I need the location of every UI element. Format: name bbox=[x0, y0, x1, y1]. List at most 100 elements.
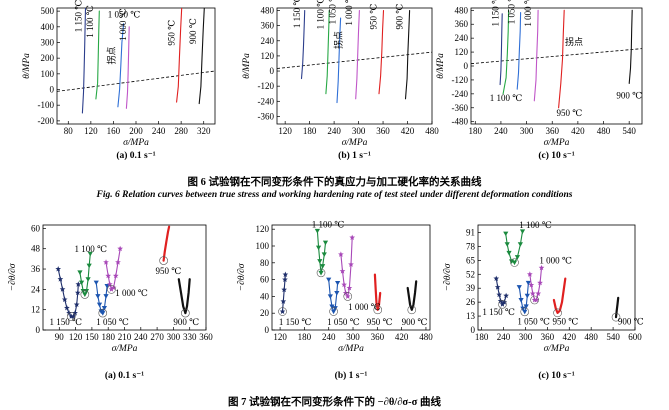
x-tick-label: 360 bbox=[376, 126, 390, 136]
x-tick-label: 300 bbox=[167, 332, 181, 342]
plot-frame bbox=[477, 224, 636, 331]
temperature-label: 1 050 ℃ bbox=[327, 0, 337, 24]
series-1050C-point bbox=[95, 294, 101, 299]
x-tick-label: 180 bbox=[303, 126, 317, 136]
series-1050C-point bbox=[96, 302, 103, 308]
temperature-label: 1 000 ℃ bbox=[115, 288, 148, 298]
series-1100C-point bbox=[322, 240, 329, 246]
series-900C-minimum-marker bbox=[181, 308, 190, 318]
temperature-label: 1 100 ℃ bbox=[490, 93, 523, 103]
y-axis-label: −∂θ/∂σ bbox=[237, 263, 247, 291]
series-1100C-minimum-marker bbox=[316, 268, 326, 278]
series-1100C-line bbox=[502, 9, 510, 95]
series-1100C-point bbox=[85, 277, 91, 282]
y-tick-label: 300 bbox=[41, 37, 55, 47]
y-tick-label: 500 bbox=[41, 6, 55, 16]
series-950C-line bbox=[378, 9, 385, 95]
y-tick-label: 0 bbox=[36, 325, 41, 335]
series-1100C-point bbox=[317, 259, 323, 264]
temperature-label: 950 ℃ bbox=[552, 317, 578, 327]
series-1100C-point bbox=[315, 245, 322, 251]
y-tick-label: 100 bbox=[256, 241, 270, 251]
series-1100C-point bbox=[503, 231, 509, 237]
x-tick-label: 320 bbox=[197, 126, 211, 136]
figure6-caption-en: Fig. 6 Relation curves between true stre… bbox=[96, 190, 573, 200]
y-axis-label: θ/MPa bbox=[22, 53, 32, 79]
x-tick-label: 480 bbox=[597, 126, 611, 136]
x-axis-label: σ/MPa bbox=[544, 138, 570, 148]
x-axis-label: σ/MPa bbox=[544, 344, 570, 354]
series-1100C-point bbox=[504, 242, 510, 247]
panel-caption: (b) 1 s⁻¹ bbox=[338, 150, 371, 161]
series-1000C-point bbox=[103, 259, 109, 265]
series-1150C-point bbox=[503, 292, 509, 299]
series-1100C-line bbox=[505, 230, 524, 264]
x-axis-label: σ/MPa bbox=[123, 138, 149, 148]
temperature-label: 1 050 ℃ bbox=[108, 9, 141, 19]
y-tick-label: 60 bbox=[260, 275, 270, 285]
series-900C-minimum-marker bbox=[407, 305, 417, 315]
x-tick-label: 240 bbox=[134, 332, 148, 342]
x-tick-label: 360 bbox=[541, 332, 555, 342]
temperature-label: 950 ℃ bbox=[557, 108, 583, 118]
series-1150C-line bbox=[499, 13, 503, 86]
series-1150C-point bbox=[499, 301, 506, 307]
series-1150C-point bbox=[75, 281, 82, 287]
y-tick-label: 12 bbox=[31, 305, 40, 315]
series-1000C-point bbox=[341, 281, 347, 288]
series-1000C-line bbox=[355, 9, 360, 100]
series-950C-line bbox=[552, 277, 567, 314]
temperature-label: 900 ℃ bbox=[402, 317, 428, 327]
x-tick-label: 180 bbox=[101, 332, 115, 342]
chart-fig7c: 180 240 300 360 420 480 540 600 0 13 26 39 52 65 78 91 σ… bbox=[443, 220, 644, 381]
x-tick-label: 120 bbox=[84, 126, 98, 136]
y-axis-label: −∂θ/∂σ bbox=[8, 263, 18, 291]
series-1100C-line bbox=[95, 10, 100, 100]
series-1050C-point bbox=[335, 280, 341, 286]
temperature-label: 1 100 ℃ bbox=[75, 244, 108, 254]
chart-fig6b: 120 180 240 300 360 420 480 -360 -240 -120 0 120 240… bbox=[242, 0, 439, 161]
series-1050C-point bbox=[525, 280, 531, 286]
temperature-label: 1 000 ℃ bbox=[539, 256, 572, 266]
x-tick-label: 240 bbox=[152, 126, 166, 136]
y-tick-label: 78 bbox=[466, 241, 476, 251]
y-tick-label: -240 bbox=[452, 89, 469, 99]
x-tick-label: 180 bbox=[475, 332, 489, 342]
series-1150C-minimum-marker bbox=[66, 312, 76, 321]
series-1050C-point bbox=[330, 309, 337, 315]
x-tick-label: 600 bbox=[628, 332, 642, 342]
x-tick-label: 540 bbox=[606, 332, 620, 342]
series-1000C-point bbox=[529, 290, 536, 296]
plot-area bbox=[55, 225, 191, 321]
panel-caption: (c) 10 s⁻¹ bbox=[538, 150, 575, 161]
y-tick-label: 65 bbox=[466, 255, 476, 265]
temperature-label: 1 150 ℃ bbox=[482, 307, 515, 317]
series-1050C-point bbox=[329, 304, 335, 310]
series-1150C-point bbox=[282, 271, 289, 277]
x-tick-label: 360 bbox=[545, 126, 559, 136]
series-1100C-point bbox=[87, 251, 93, 257]
x-tick-label: 360 bbox=[199, 332, 213, 342]
series-1100C-point bbox=[77, 270, 83, 276]
series-900C-line bbox=[177, 278, 191, 315]
temperature-label: 1 050 ℃ bbox=[327, 317, 360, 327]
series-1150C-line bbox=[300, 9, 306, 80]
series-1000C-point bbox=[535, 290, 542, 296]
x-tick-label: 120 bbox=[278, 126, 292, 136]
series-1150C-point bbox=[64, 304, 70, 311]
dashed-reference-line bbox=[471, 48, 642, 65]
series-1000C-point bbox=[115, 259, 121, 265]
series-900C-line bbox=[404, 9, 411, 100]
series-1100C-point bbox=[506, 250, 512, 256]
series-1050C-line bbox=[336, 17, 342, 104]
temperature-label: 1 150 ℃ bbox=[490, 0, 500, 27]
series-1150C-point bbox=[68, 313, 75, 319]
series-1050C-point bbox=[104, 283, 110, 289]
x-tick-label: 240 bbox=[497, 332, 511, 342]
series-1100C-point bbox=[517, 242, 523, 247]
x-tick-label: 180 bbox=[298, 332, 312, 342]
series-1050C-line bbox=[117, 23, 125, 108]
temperature-label: 1 150 ℃ bbox=[292, 0, 302, 28]
series-1000C-point bbox=[106, 281, 113, 287]
